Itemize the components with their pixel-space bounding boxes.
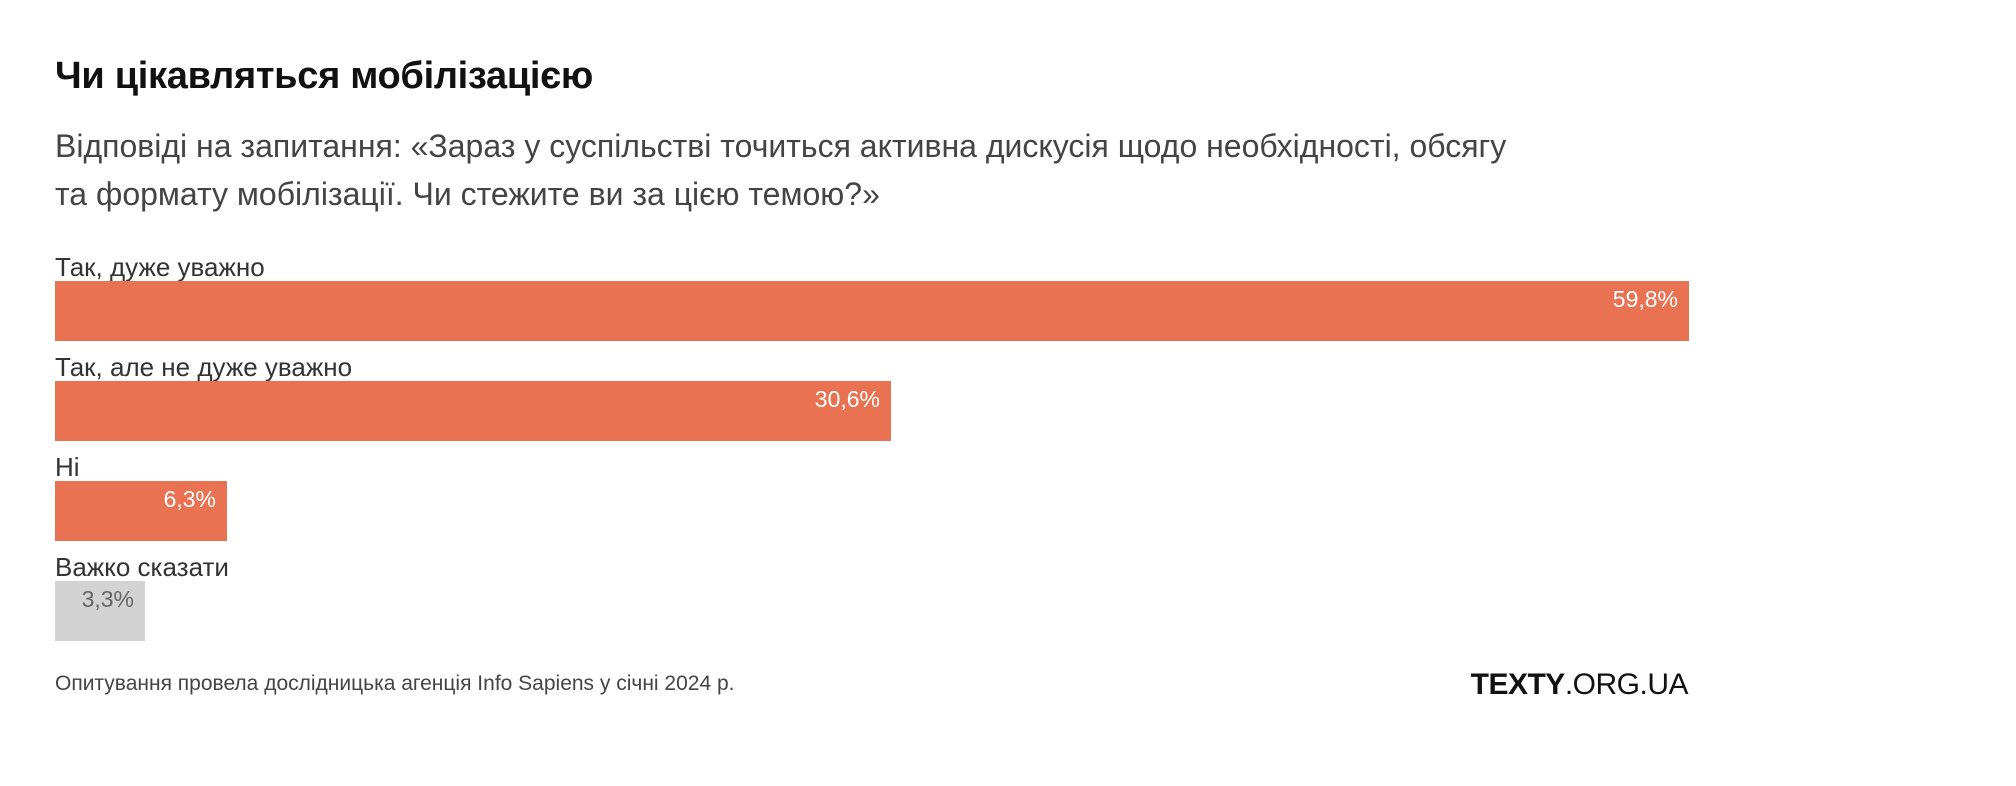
bar-value-label: 3,3% (81, 586, 134, 612)
bar: 59,8% (55, 281, 1689, 341)
subtitle-line-1: Відповіді на запитання: «Зараз у суспіль… (55, 128, 1507, 164)
category-label: Ні (55, 452, 80, 482)
bar: 3,3% (55, 581, 145, 641)
logo-rest: .ORG.UA (1564, 668, 1689, 701)
bar-value-label: 6,3% (163, 486, 216, 512)
bar: 30,6% (55, 381, 891, 441)
category-label: Так, але не дуже уважно (55, 352, 353, 382)
logo-bold-part: TEXTY (1470, 668, 1566, 701)
bar: 6,3% (55, 481, 227, 541)
source-footnote: Опитування провела дослідницька агенція … (55, 672, 735, 695)
bar-value-label: 30,6% (814, 386, 880, 412)
texty-logo: TEXTY.ORG.UA (1470, 668, 1689, 702)
chart-title: Чи цікавляться мобілізацією (55, 55, 594, 97)
bar-value-label: 59,8% (1612, 286, 1678, 312)
chart-subtitle: Відповіді на запитання: «Зараз у суспіль… (55, 122, 1755, 218)
category-label: Важко сказати (55, 552, 229, 582)
subtitle-line-2: та формату мобілізації. Чи стежите ви за… (55, 176, 880, 212)
category-label: Так, дуже уважно (55, 252, 265, 282)
